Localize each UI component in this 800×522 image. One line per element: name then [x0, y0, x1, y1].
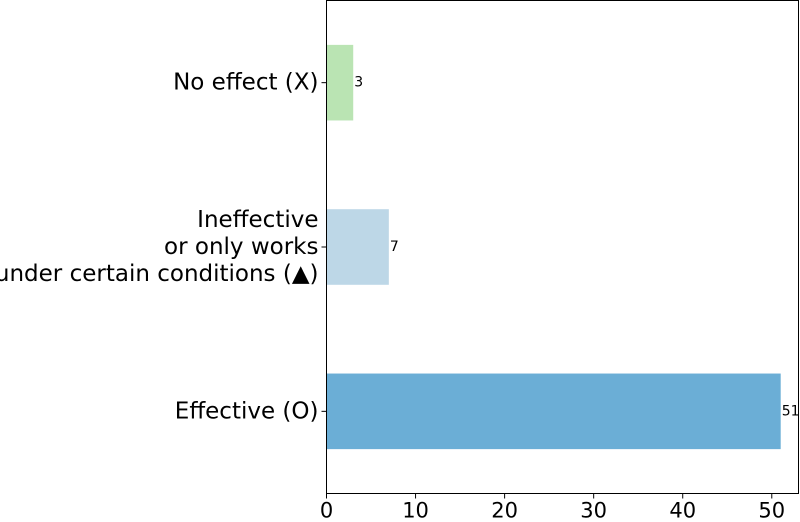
- x-tick-label: 20: [491, 499, 518, 522]
- x-tick-label: 10: [402, 499, 429, 522]
- x-axis-ticks-group: 0 10 20 30 40 50: [320, 82, 785, 522]
- bar-value-label: 3: [354, 75, 363, 91]
- x-tick-label: 50: [758, 499, 785, 522]
- value-labels-group: 51 7 3: [354, 75, 799, 420]
- bar: [326, 373, 781, 450]
- bars-group: [326, 44, 781, 450]
- category-label: or only works: [164, 234, 318, 260]
- category-label: Effective (O): [175, 398, 319, 424]
- x-tick-label: 0: [320, 499, 333, 522]
- x-tick-label: 30: [580, 499, 607, 522]
- bar-value-label: 51: [782, 403, 800, 419]
- category-label: under certain conditions (▲): [0, 261, 319, 287]
- plot-frame: [326, 0, 799, 494]
- bar: [326, 209, 389, 285]
- bar: [326, 44, 354, 121]
- category-label: Ineffective: [197, 207, 318, 233]
- x-tick-label: 40: [669, 499, 696, 522]
- bar-value-label: 7: [390, 239, 399, 255]
- category-label: No effect (X): [173, 70, 318, 96]
